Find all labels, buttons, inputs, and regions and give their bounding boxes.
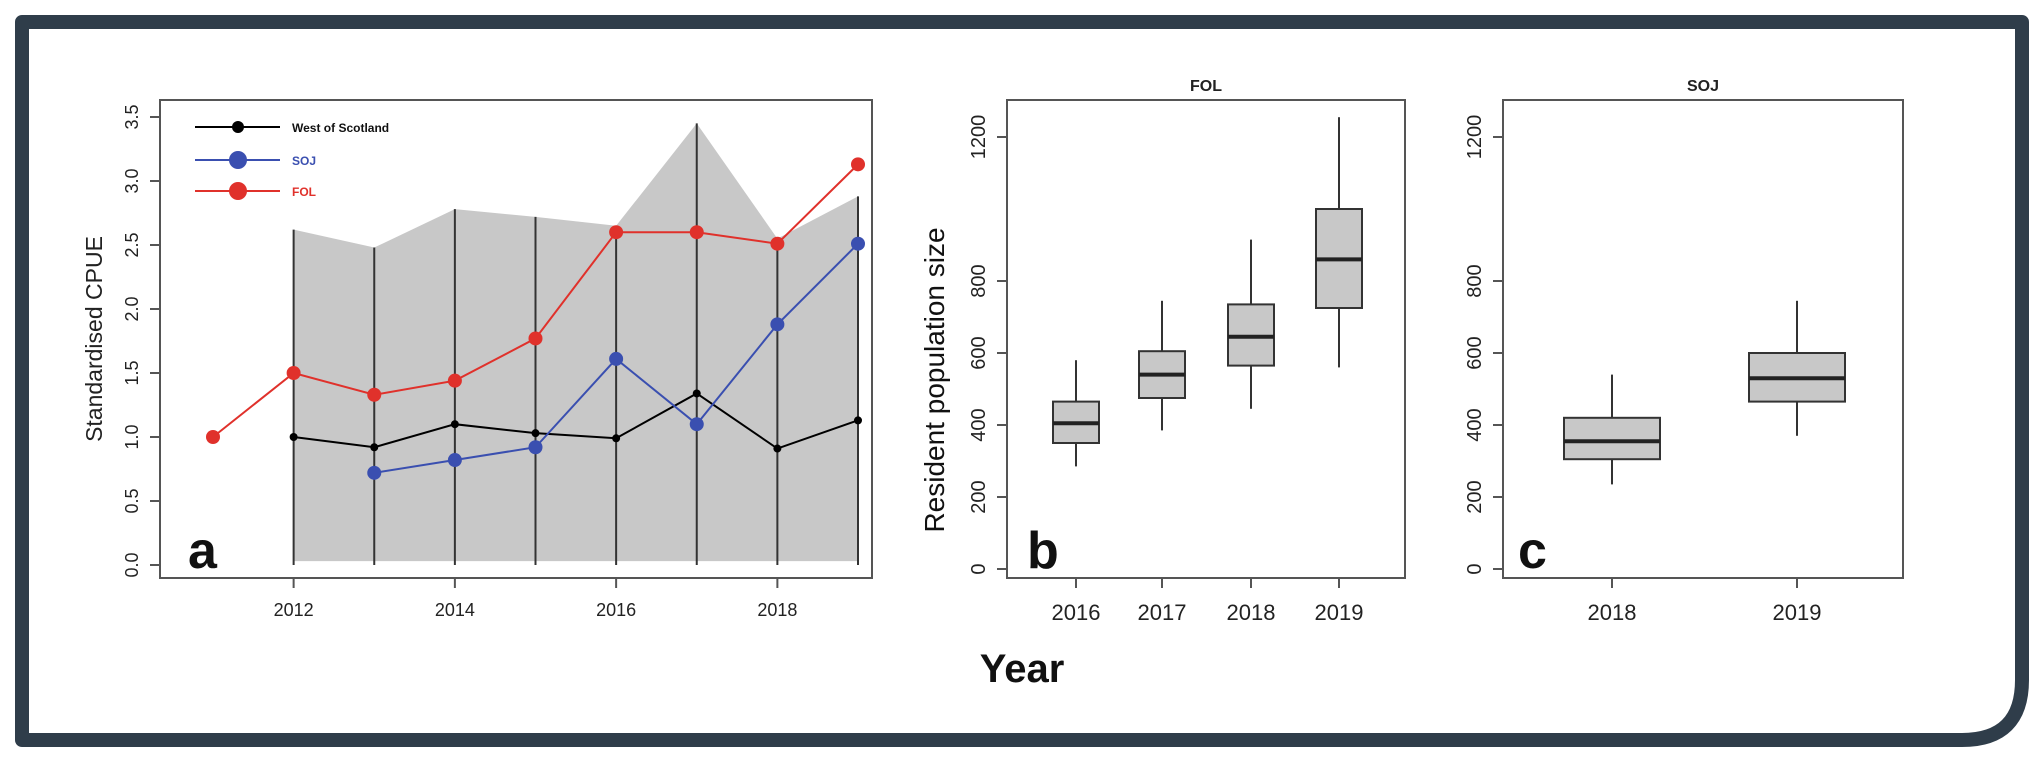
x-tick-label: 2016 <box>1052 600 1101 625</box>
y-tick-label: 2.0 <box>122 296 142 321</box>
y-tick-label: 0 <box>968 563 990 574</box>
data-point <box>773 444 782 453</box>
data-point <box>447 453 462 468</box>
panel-b-label: b <box>1027 522 1059 580</box>
panel-a-label: a <box>188 522 218 580</box>
panel-c-plot-box <box>1502 99 1904 579</box>
shared-xlabel: Year <box>980 647 1065 691</box>
x-tick-label: 2016 <box>596 600 636 620</box>
data-point <box>612 434 621 443</box>
x-tick-label: 2019 <box>1773 600 1822 625</box>
data-point <box>770 317 785 332</box>
x-tick-label: 2012 <box>274 600 314 620</box>
data-point <box>689 225 704 240</box>
legend: West of Scotland SOJ FOL <box>195 121 389 200</box>
data-point <box>206 430 220 444</box>
y-tick-label: 2.5 <box>122 232 142 257</box>
y-tick-label: 0 <box>1464 563 1486 574</box>
data-point <box>367 465 382 480</box>
y-tick-label: 3.0 <box>122 168 142 193</box>
data-point <box>367 387 382 402</box>
y-tick-label: 3.5 <box>122 104 142 129</box>
legend-label: FOL <box>292 185 316 199</box>
data-point <box>286 366 301 380</box>
data-point <box>854 416 862 425</box>
y-tick-label: 800 <box>968 264 990 297</box>
legend-marker <box>232 121 244 133</box>
data-point <box>770 236 785 251</box>
x-tick-label: 2019 <box>1315 600 1364 625</box>
y-tick-label: 1200 <box>1464 115 1486 160</box>
panel-c-label: c <box>1518 522 1547 580</box>
legend-label: SOJ <box>292 154 316 168</box>
y-tick-label: 600 <box>1464 336 1486 369</box>
legend-marker <box>229 151 247 169</box>
y-tick-label: 1.0 <box>122 424 142 449</box>
panel-a-ylabel: Standardised CPUE <box>81 236 107 442</box>
data-point <box>531 429 540 438</box>
data-point <box>851 157 865 172</box>
y-tick-label: 0.0 <box>122 552 142 577</box>
y-tick-label: 400 <box>968 408 990 441</box>
y-tick-label: 0.5 <box>122 488 142 513</box>
panel-c-title: SOJ <box>1687 78 1719 95</box>
data-point <box>692 389 701 398</box>
data-point <box>370 443 379 452</box>
data-point <box>609 225 624 240</box>
panel-b-boxplot: FOL Resident population size 0 200 400 600 8… <box>919 78 1406 625</box>
panel-b-title: FOL <box>1190 78 1222 95</box>
x-tick-label: 2018 <box>1227 600 1276 625</box>
data-point <box>289 433 298 441</box>
data-point <box>851 236 865 251</box>
x-tick-label: 2018 <box>757 600 797 620</box>
data-point <box>450 420 459 429</box>
panel-b-ylabel: Resident population size <box>919 227 950 532</box>
panel-a-line-chart: 2012 2014 2016 2018 0.0 0.5 1.0 1.5 2.0 2.5 3.0 3.… <box>81 99 873 620</box>
confidence-band <box>293 123 858 562</box>
legend-label: West of Scotland <box>292 121 389 135</box>
data-point <box>609 351 624 366</box>
x-tick-label: 2017 <box>1138 600 1187 625</box>
series-line <box>293 392 859 450</box>
panel-c-boxplot: SOJ 0 200 400 600 800 1200 2018 2019 c <box>1464 78 1904 625</box>
y-tick-label: 800 <box>1464 264 1486 297</box>
y-tick-label: 200 <box>968 480 990 513</box>
x-tick-label: 2018 <box>1588 600 1637 625</box>
y-tick-label: 400 <box>1464 408 1486 441</box>
data-point <box>528 331 543 346</box>
y-tick-label: 1.5 <box>122 360 142 385</box>
panel-a-plot-box <box>159 99 873 579</box>
panel-b-plot-box <box>1006 99 1406 579</box>
data-point <box>447 373 462 388</box>
box <box>1563 416 1661 461</box>
legend-marker <box>229 182 247 200</box>
y-tick-label: 600 <box>968 336 990 369</box>
data-point <box>528 440 543 455</box>
y-tick-label: 200 <box>1464 480 1486 513</box>
data-point <box>689 417 704 432</box>
x-tick-label: 2014 <box>435 600 475 620</box>
y-tick-label: 1200 <box>968 115 990 160</box>
